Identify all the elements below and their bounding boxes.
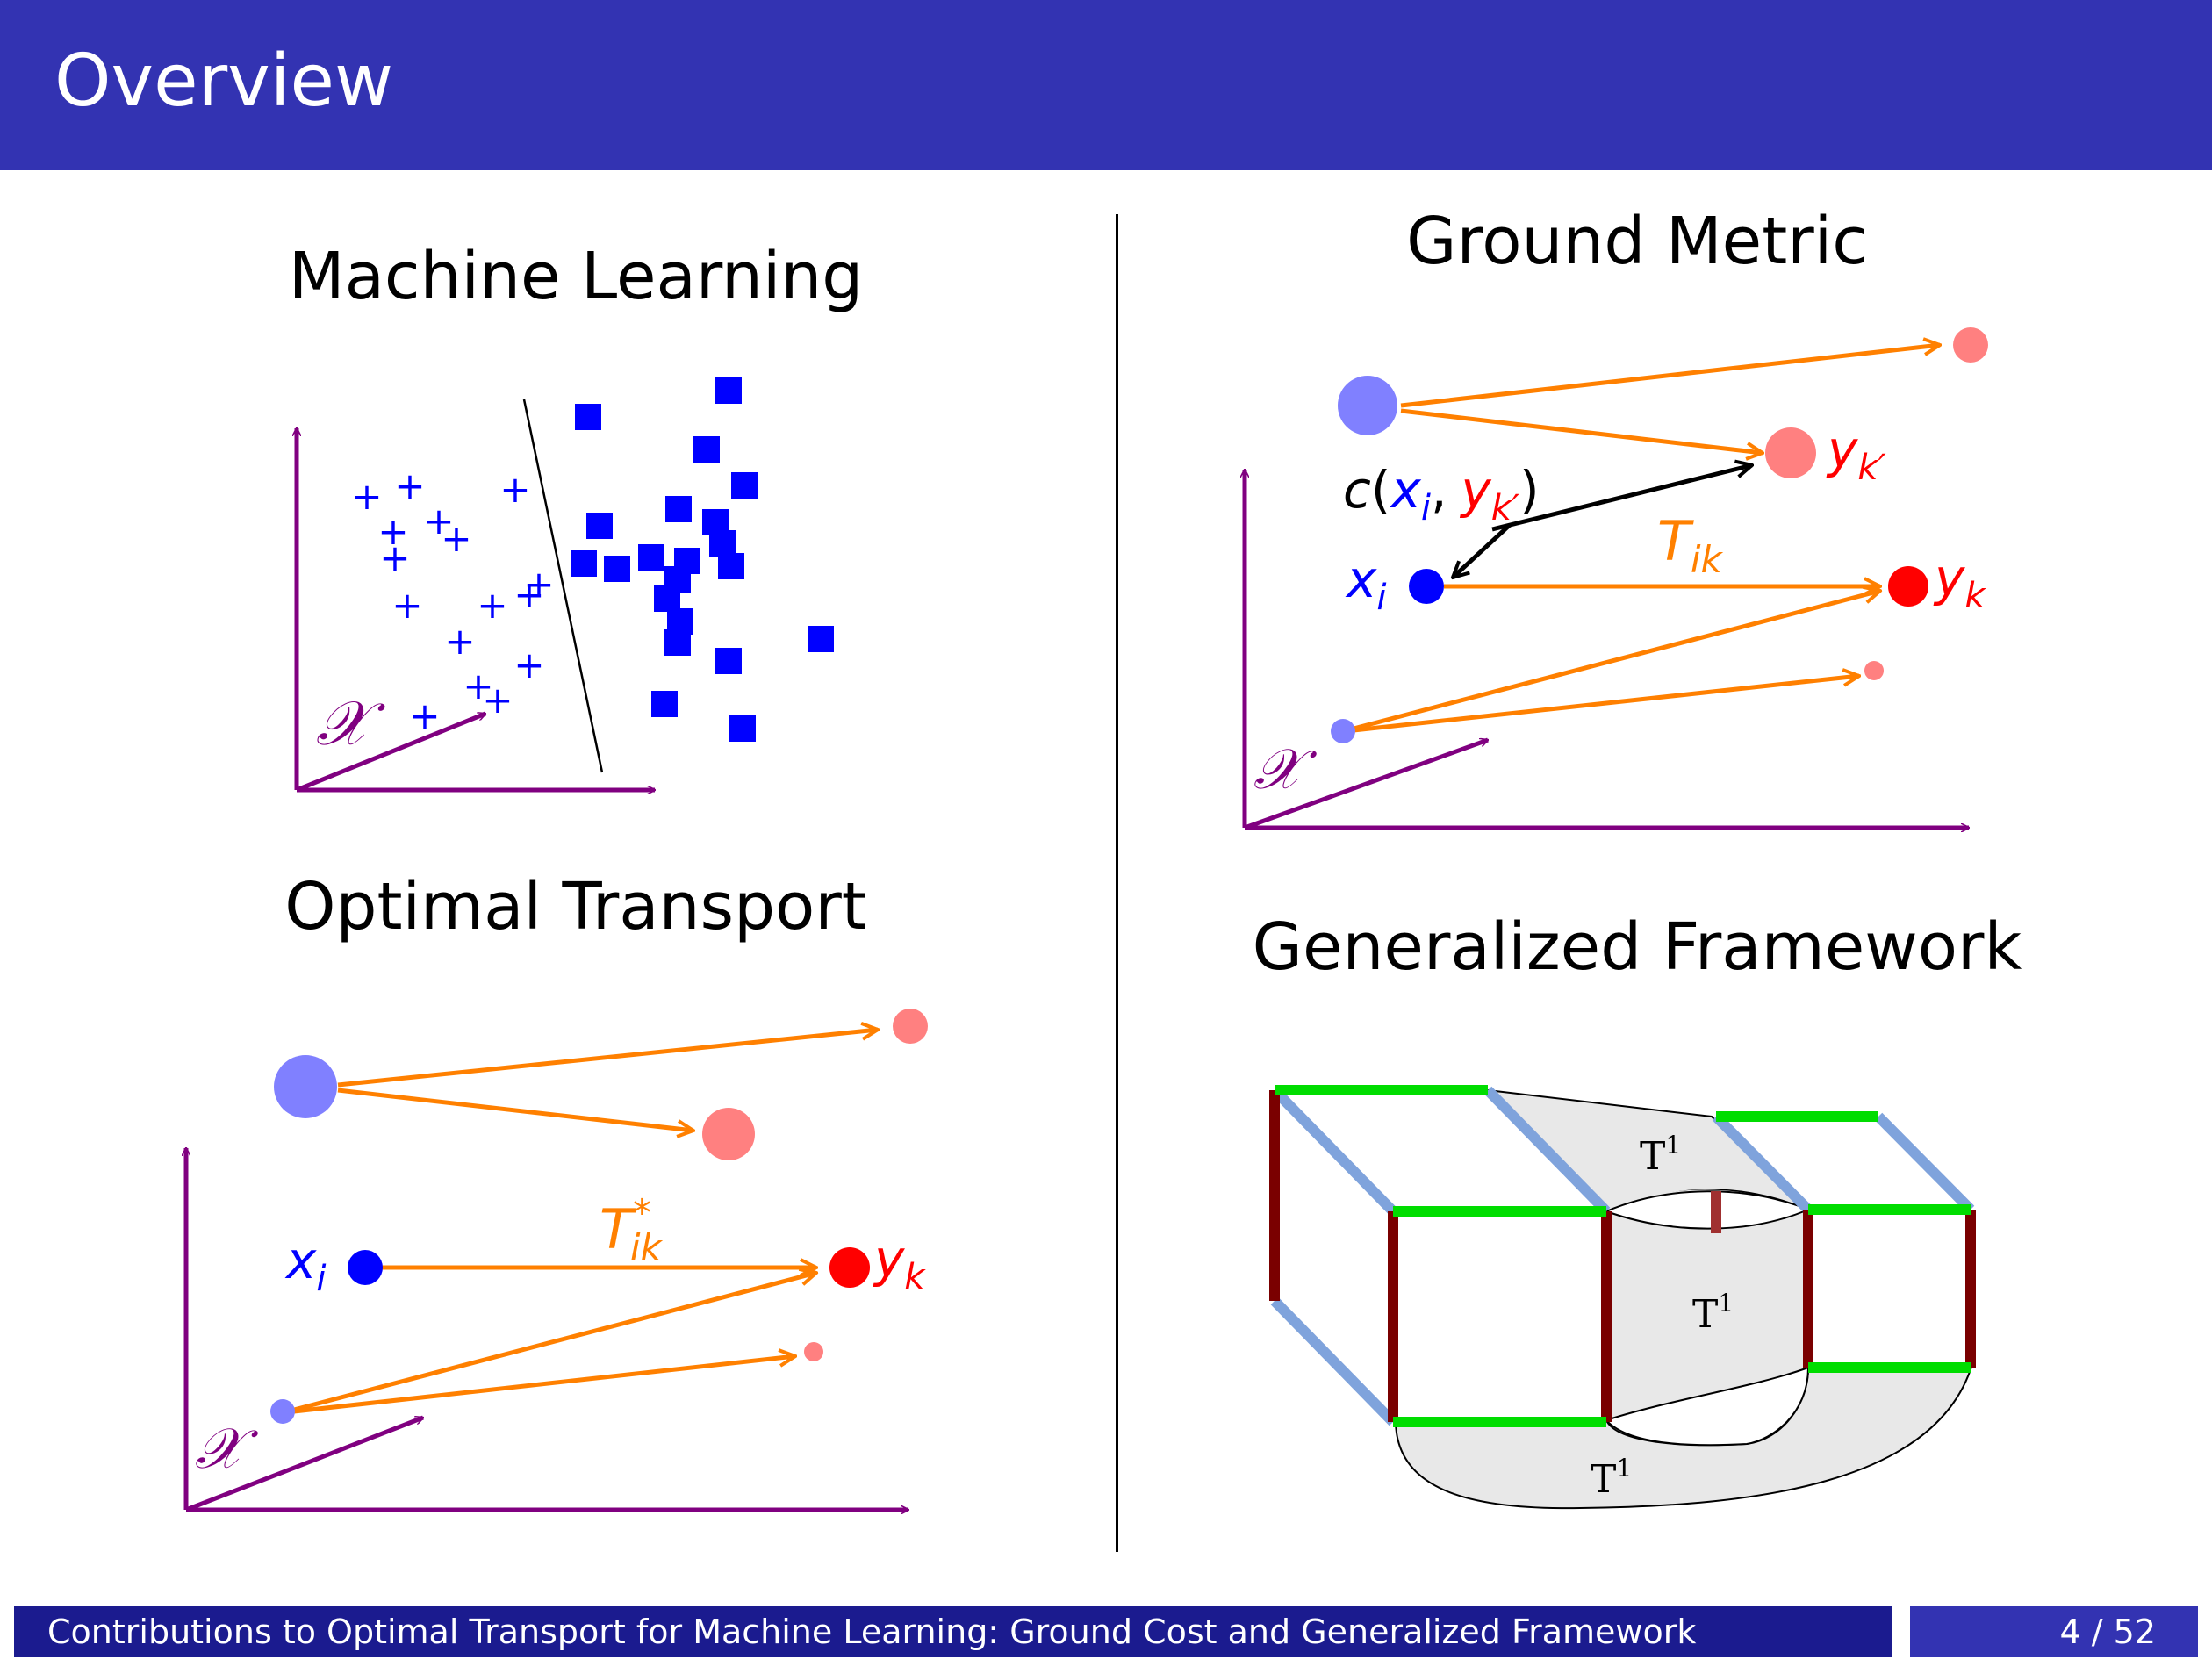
svg-text:+: + [482, 679, 513, 722]
ot-source-small [270, 1399, 295, 1424]
ml-axis-label: 𝒳 [316, 687, 385, 759]
gm-label-yk-prime: yk′ [1826, 420, 1886, 488]
gm-arrow-top-near [1400, 408, 1763, 453]
panel-divider [1116, 214, 1118, 1552]
gm-cost-arrow-back [1453, 523, 1512, 578]
gf-edge-top-back-right2 [1874, 1112, 1975, 1214]
ml-square-class [571, 377, 834, 742]
svg-text:+: + [423, 499, 454, 542]
gf-surface-middle [1606, 1189, 1820, 1426]
svg-text:+: + [499, 468, 530, 511]
ot-target-small [804, 1342, 823, 1361]
ml-decision-boundary [522, 399, 604, 773]
gm-arrow-low-to-yk [1353, 591, 1880, 731]
svg-text:+: + [441, 517, 471, 560]
gf-label-t1-bottom: T1 [1591, 1454, 1632, 1502]
gm-target-far [1953, 327, 1988, 363]
svg-text:+: + [444, 620, 475, 663]
ot-point-xi [348, 1250, 383, 1285]
ot-arrow-top-far [337, 1030, 878, 1088]
ot-arrow-low-to-yk [293, 1273, 816, 1412]
gm-arrow-top-far [1400, 345, 1940, 408]
gm-arrow-low-far [1353, 676, 1859, 733]
gf-hole-bottom [1605, 1366, 1810, 1447]
svg-text:+: + [391, 584, 422, 627]
svg-text:+: + [379, 536, 410, 579]
gm-target-small [1864, 661, 1884, 680]
optimal-transport-title: Optimal Transport [284, 869, 867, 944]
gm-cost-arrow [1491, 465, 1752, 532]
gm-source-large [1338, 376, 1397, 435]
footer-title-bar: Contributions to Optimal Transport for M… [14, 1606, 1892, 1657]
gf-edge-top-back-left [1270, 1086, 1397, 1216]
ot-point-yk [830, 1247, 870, 1288]
ot-figure: 𝒳 T* ik xi yk [186, 1009, 928, 1510]
page-number: 4 / 52 [2059, 1612, 2157, 1651]
svg-text:+: + [523, 563, 554, 606]
footer-page-bar: 4 / 52 [1910, 1606, 2198, 1657]
svg-text:+: + [477, 584, 507, 627]
gm-figure: 𝒳 yk′ c(xi, yk′) Tik xi yk [1245, 327, 1988, 828]
ot-label-xi: xi [284, 1231, 326, 1299]
gf-label-t1-middle: T1 [1692, 1289, 1734, 1337]
ground-metric-title: Ground Metric [1406, 204, 1868, 279]
ot-source-large [274, 1055, 337, 1118]
gm-target-yk-prime [1765, 427, 1816, 478]
generalized-framework-title: Generalized Framework [1252, 909, 2022, 985]
footer-title: Contributions to Optimal Transport for M… [47, 1612, 1697, 1651]
ot-target-far [893, 1009, 928, 1044]
svg-text:+: + [514, 643, 544, 686]
ot-label-tik-star: T* ik [600, 1191, 664, 1269]
gm-label-yk: yk [1933, 548, 1986, 616]
gf-label-t1-top: T1 [1640, 1131, 1681, 1179]
svg-text:+: + [394, 464, 425, 507]
svg-text:+: + [514, 573, 544, 616]
gm-source-small [1331, 719, 1355, 743]
gf-edge-bottom-back-left [1270, 1296, 1397, 1426]
gm-cost-label: c(xi, yk′) [1343, 460, 1540, 528]
svg-text:+: + [409, 694, 440, 737]
ot-label-yk: yk [873, 1229, 926, 1297]
svg-text:+: + [351, 475, 382, 518]
gm-label-tik: Tik [1657, 509, 1724, 581]
ml-depth-axis [296, 711, 485, 793]
gm-axis-label: 𝒳 [1253, 737, 1318, 802]
gf-edge-top-back-mid [1483, 1086, 1611, 1216]
slide-title: Overview [54, 40, 394, 123]
gm-depth-axis [1244, 740, 1488, 830]
svg-text:+: + [463, 664, 493, 707]
ml-plus-class: + + + + ++ +++ + ++ +++ + [351, 464, 554, 737]
gm-point-yk [1888, 566, 1928, 607]
ot-arrow-low-far [293, 1356, 795, 1414]
gf-figure: T1 T1 T1 [1269, 1085, 1976, 1510]
ot-arrow-top-near [337, 1088, 693, 1131]
gm-label-xi: xi [1345, 549, 1386, 618]
ot-target-near [702, 1108, 755, 1160]
gf-edge-top-back-right1 [1712, 1112, 1813, 1214]
machine-learning-title: Machine Learning [288, 239, 864, 314]
gm-point-xi [1409, 569, 1444, 604]
ml-figure: 𝒳 + + + + ++ +++ + ++ +++ + [297, 377, 834, 790]
svg-text:+: + [377, 510, 408, 553]
slide-header: Overview [0, 0, 2212, 170]
ot-depth-axis [185, 1415, 423, 1512]
ot-axis-label: 𝒳 [195, 1417, 259, 1482]
